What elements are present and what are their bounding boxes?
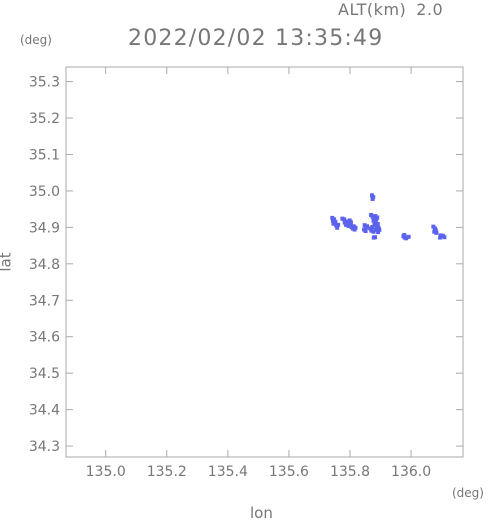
data-point xyxy=(362,223,367,228)
y-tick-label: 35.3 xyxy=(29,75,60,91)
data-point xyxy=(371,229,376,234)
axis-ticks xyxy=(66,67,463,457)
data-point xyxy=(369,228,374,233)
data-point xyxy=(373,219,378,224)
axis-tick-labels: 135.0 135.2 135.4 135.6 135.8 136.0 34.3 34.4 34… xyxy=(29,75,431,480)
data-point xyxy=(432,229,437,234)
x-tick-label: 135.6 xyxy=(269,464,309,480)
y-tick-label: 34.8 xyxy=(29,257,60,273)
data-point xyxy=(375,215,380,220)
y-axis-unit: (deg) xyxy=(20,33,52,47)
y-tick-label: 34.3 xyxy=(29,439,60,455)
data-point xyxy=(371,218,376,223)
data-point xyxy=(434,230,439,235)
data-point xyxy=(331,221,336,226)
data-point xyxy=(376,230,381,235)
data-point xyxy=(365,224,370,229)
data-point xyxy=(377,227,382,232)
data-point xyxy=(438,233,443,238)
data-point xyxy=(373,227,378,232)
data-point xyxy=(370,225,375,230)
altitude-label-text: ALT(km) xyxy=(338,0,407,19)
y-tick-label: 35.0 xyxy=(29,184,60,200)
x-axis-unit: (deg) xyxy=(452,486,484,500)
data-point xyxy=(404,236,409,241)
data-point xyxy=(406,234,411,239)
plot-frame xyxy=(65,66,464,458)
x-tick-label: 136.0 xyxy=(391,464,431,480)
data-point xyxy=(370,196,375,201)
y-tick-label: 35.2 xyxy=(29,111,60,127)
data-point xyxy=(342,217,347,222)
data-point xyxy=(346,221,351,226)
y-tick-label: 34.9 xyxy=(29,220,60,236)
data-point xyxy=(363,229,368,234)
y-tick-label: 34.6 xyxy=(29,330,60,346)
altitude-value: 2.0 xyxy=(416,0,444,19)
data-point xyxy=(336,222,341,227)
data-point xyxy=(335,225,340,230)
altitude-label: ALT(km) 2.0 xyxy=(338,0,443,19)
y-tick-label: 34.7 xyxy=(29,293,60,309)
x-axis-label: lon xyxy=(250,504,273,522)
data-point xyxy=(373,235,378,240)
y-tick-label: 34.4 xyxy=(29,403,60,419)
x-tick-label: 135.4 xyxy=(208,464,248,480)
y-tick-label: 35.1 xyxy=(29,147,60,163)
data-point xyxy=(344,222,349,227)
data-point xyxy=(402,233,407,238)
data-point xyxy=(374,223,379,228)
chart-timestamp-title: 2022/02/02 13:35:49 xyxy=(128,26,384,51)
data-point xyxy=(368,226,373,231)
data-point xyxy=(353,225,358,230)
x-tick-label: 135.2 xyxy=(147,464,187,480)
data-point xyxy=(348,220,353,225)
y-tick-label: 34.5 xyxy=(29,366,60,382)
x-tick-label: 135.0 xyxy=(86,464,126,480)
data-point xyxy=(372,222,377,227)
data-point xyxy=(348,222,353,227)
data-point xyxy=(442,235,447,240)
data-point xyxy=(372,216,377,221)
data-point xyxy=(332,217,337,222)
data-point xyxy=(438,235,443,240)
data-points xyxy=(330,193,447,241)
x-tick-label: 135.8 xyxy=(330,464,370,480)
